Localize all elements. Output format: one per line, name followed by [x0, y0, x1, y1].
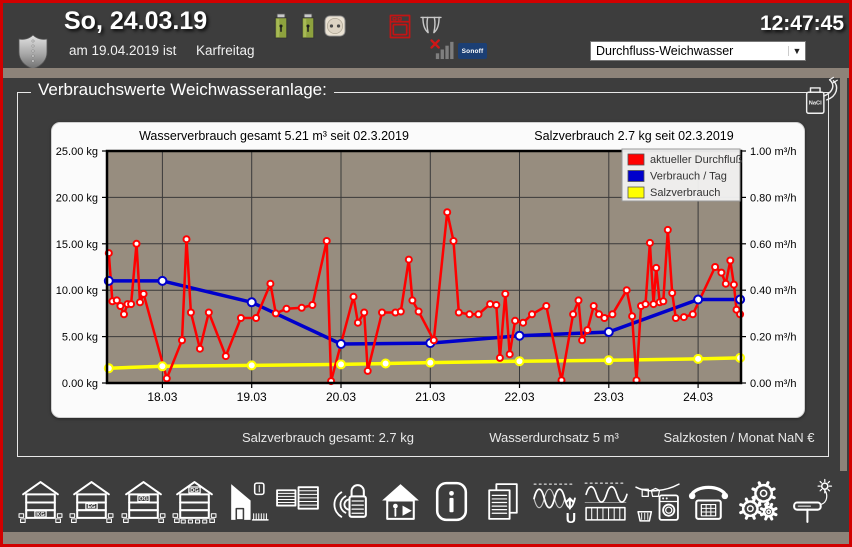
- floor-dg-icon: DG: [172, 481, 217, 524]
- chart-panel: 25.00 kg 20.00 kg 15.00 kg 10.00 kg 5.00 kg 0…: [51, 122, 805, 418]
- toolbar-settings-gears-button[interactable]: [736, 477, 783, 527]
- svg-text:0.00 kg: 0.00 kg: [62, 378, 98, 390]
- divider: [3, 68, 849, 78]
- svg-text:EG: EG: [88, 504, 97, 510]
- toolbar-voltage-curves-button[interactable]: U: [531, 477, 578, 527]
- floor-eg-icon: EG: [69, 481, 114, 523]
- svg-text:DG: DG: [190, 488, 199, 494]
- salt-total-text: Salzverbrauch gesamt: 2.7 kg: [242, 430, 414, 445]
- oven-alarm-icon: [389, 14, 411, 39]
- svg-text:15.00 kg: 15.00 kg: [56, 239, 98, 251]
- toolbar-floor-kg-button[interactable]: KG: [17, 477, 64, 527]
- phone-icon: [688, 485, 729, 520]
- settings-gears-icon: [739, 481, 778, 521]
- top-status-bar: So, 24.03.19 am 19.04.2019 ist Karfreita…: [3, 3, 849, 70]
- weather-device-icon: [792, 478, 832, 523]
- salt-cost-text: Salzkosten / Monat NaN €: [663, 430, 815, 445]
- svg-text:Salzverbrauch: Salzverbrauch: [650, 187, 720, 199]
- svg-text:1.00 m³/h: 1.00 m³/h: [750, 146, 796, 158]
- svg-text:18.03: 18.03: [147, 390, 177, 404]
- svg-text:0.00 m³/h: 0.00 m³/h: [750, 378, 796, 390]
- svg-text:0.40 m³/h: 0.40 m³/h: [750, 285, 796, 297]
- toolbar-radio-lock-button[interactable]: [325, 477, 372, 527]
- svg-text:0.20 m³/h: 0.20 m³/h: [750, 332, 796, 344]
- divider: [3, 532, 849, 544]
- water-throughput-text: Wasserdurchsatz 5 m³: [489, 430, 619, 445]
- svg-text:Verbrauch / Tag: Verbrauch / Tag: [650, 171, 727, 183]
- floor-og-icon: OG: [121, 481, 166, 523]
- toolbar-floor-eg-button[interactable]: EG: [68, 477, 115, 527]
- svg-text:0.60 m³/h: 0.60 m³/h: [750, 239, 796, 251]
- sonoff-badge: Sonoff: [458, 43, 487, 59]
- battery-icon: [300, 13, 316, 40]
- power-socket-icon: [324, 15, 346, 37]
- svg-text:23.03: 23.03: [594, 390, 624, 404]
- svg-text:KG: KG: [36, 512, 45, 518]
- energy-meter-icon: [584, 482, 629, 521]
- svg-text:NaCl: NaCl: [809, 101, 822, 107]
- svg-text:22.03: 22.03: [504, 390, 534, 404]
- svg-text:25.00 kg: 25.00 kg: [56, 146, 98, 158]
- svg-text:20.03: 20.03: [326, 390, 356, 404]
- svg-text:Salzverbrauch 2.7 kg seit 02.: Salzverbrauch 2.7 kg seit 02.3.2019: [534, 129, 733, 143]
- toolbar-info-button[interactable]: [428, 477, 475, 527]
- svg-text:Wasserverbrauch gesamt 5.21 m³: Wasserverbrauch gesamt 5.21 m³ seit 02.3…: [139, 129, 409, 143]
- clock: 12:47:45: [759, 12, 844, 35]
- toolbar-weather-device-button[interactable]: [788, 477, 835, 527]
- curtain-icon: [420, 16, 442, 35]
- holiday-prefix: am 19.04.2019 ist: [69, 43, 177, 58]
- divider: [840, 78, 847, 544]
- svg-text:aktueller Durchfluß: aktueller Durchfluß: [650, 154, 743, 166]
- blinds-icon: [276, 486, 319, 510]
- floor-kg-icon: KG: [18, 481, 63, 523]
- battery-icon: [273, 13, 289, 40]
- toolbar-phone-button[interactable]: [685, 477, 732, 527]
- laundry-icon: [634, 483, 680, 522]
- toolbar-outdoor-area-button[interactable]: [223, 477, 270, 527]
- main-toolbar: KG EG OG DG U: [3, 471, 849, 532]
- groupbox-title: Verbrauchswerte Weichwasseranlage:: [31, 80, 334, 100]
- voltage-curves-icon: U: [533, 483, 576, 525]
- presence-simulation-icon: [381, 484, 419, 520]
- toolbar-laundry-button[interactable]: [634, 477, 681, 527]
- svg-text:5.00 kg: 5.00 kg: [62, 332, 98, 344]
- dropdown-value: Durchfluss-Weichwasser: [596, 44, 734, 58]
- holiday-name: Karfreitag: [196, 43, 255, 58]
- consumption-groupbox: [17, 92, 829, 457]
- no-signal-icon: [430, 39, 456, 60]
- svg-text:0.80 m³/h: 0.80 m³/h: [750, 192, 796, 204]
- toolbar-floor-og-button[interactable]: OG: [120, 477, 167, 527]
- svg-text:21.03: 21.03: [415, 390, 445, 404]
- outdoor-area-icon: [230, 482, 269, 521]
- salt-nacl-icon: NaCl: [799, 75, 843, 119]
- consumption-chart: 25.00 kg 20.00 kg 15.00 kg 10.00 kg 5.00 kg 0…: [56, 129, 797, 404]
- toolbar-energy-meter-button[interactable]: [582, 477, 629, 527]
- info-icon: [436, 481, 468, 522]
- measurement-dropdown[interactable]: Durchfluss-Weichwasser ▼: [590, 41, 806, 61]
- svg-text:10.00 kg: 10.00 kg: [56, 285, 98, 297]
- chevron-down-icon: ▼: [788, 46, 805, 56]
- shield-icon: [18, 34, 48, 70]
- svg-text:OG: OG: [139, 496, 148, 502]
- svg-text:24.03: 24.03: [683, 390, 713, 404]
- svg-text:19.03: 19.03: [237, 390, 267, 404]
- radio-lock-icon: [333, 484, 368, 518]
- sonoff-label: Sonoff: [461, 47, 484, 55]
- svg-text:U: U: [566, 511, 576, 525]
- current-date: So, 24.03.19: [64, 7, 208, 35]
- toolbar-log-pages-button[interactable]: [480, 477, 527, 527]
- log-pages-icon: [487, 483, 518, 520]
- toolbar-presence-simulation-button[interactable]: [377, 477, 424, 527]
- toolbar-blinds-button[interactable]: [274, 477, 321, 527]
- svg-text:20.00 kg: 20.00 kg: [56, 192, 98, 204]
- toolbar-floor-dg-button[interactable]: DG: [171, 477, 218, 527]
